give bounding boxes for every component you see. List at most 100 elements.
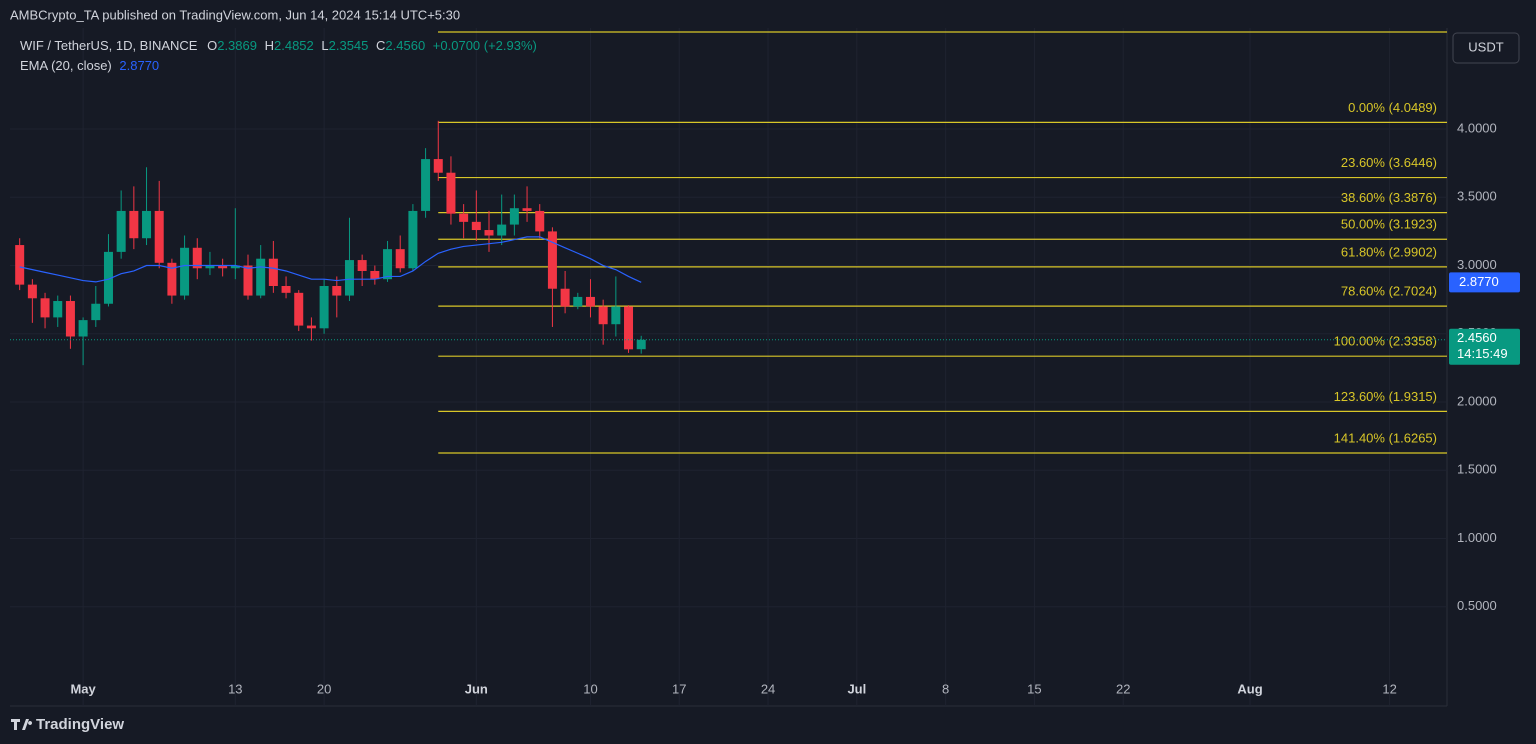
high-label: H: [265, 38, 274, 53]
candle-body: [560, 288, 570, 307]
ema-legend: EMA (20, close) 2.8770: [20, 58, 159, 73]
last-price-tag: [1449, 328, 1520, 365]
change: +0.0700 (+2.93%): [433, 38, 537, 53]
x-tick-label: 12: [1382, 681, 1396, 696]
x-tick-label: Jun: [465, 681, 488, 696]
candle-body: [585, 296, 595, 307]
y-tick-label: 1.0000: [1457, 530, 1497, 545]
candle-body: [281, 286, 291, 293]
x-tick-label: 10: [583, 681, 597, 696]
candle-body: [383, 249, 393, 280]
candle-body: [395, 249, 405, 269]
candle-body: [218, 265, 228, 269]
candle-body: [370, 270, 380, 280]
publisher: AMBCrypto_TA published on TradingView.co…: [10, 7, 460, 22]
x-tick-label: 17: [672, 681, 686, 696]
x-tick-label: 15: [1027, 681, 1041, 696]
candle-body: [446, 172, 456, 214]
candle-body: [306, 325, 316, 329]
last-price-tag-label: 2.4560: [1457, 330, 1497, 345]
candle-body: [116, 210, 126, 252]
fib-label: 38.60% (3.3876): [1341, 190, 1437, 205]
candle-body: [103, 251, 113, 304]
candle-body: [319, 286, 329, 329]
candle-body: [180, 247, 190, 296]
x-tick-label: 20: [317, 681, 331, 696]
open-label: O: [207, 38, 217, 53]
candle-body: [142, 210, 152, 239]
y-tick-label: 1.5000: [1457, 462, 1497, 477]
candle-body: [205, 265, 215, 269]
low-label: L: [321, 38, 328, 53]
candle-body: [357, 260, 367, 271]
close-value: 2.4560: [385, 38, 425, 53]
x-tick-label: May: [70, 681, 96, 696]
legend-row: WIF / TetherUS, 1D, BINANCE O2.3869 H2.4…: [20, 38, 537, 53]
candle-body: [624, 306, 634, 350]
x-tick-label: 8: [942, 681, 949, 696]
y-tick-label: 2.0000: [1457, 393, 1497, 408]
open-value: 2.3869: [217, 38, 257, 53]
candle-body: [230, 265, 240, 269]
candle-body: [167, 262, 177, 296]
plot: 0.00% (4.0489) 23.60% (3.6446) 38.60% (3.3…: [10, 100, 1447, 454]
candle-body: [522, 208, 532, 211]
symbol: WIF / TetherUS, 1D, BINANCE: [20, 38, 198, 53]
ema-price-tag-label: 2.8770: [1459, 274, 1499, 289]
candle-body: [154, 210, 164, 263]
y-tick-label: 0.5000: [1457, 598, 1497, 613]
candle-body: [484, 230, 494, 236]
candle-body: [611, 306, 621, 325]
candle-body: [421, 159, 431, 211]
fib-label: 78.60% (2.7024): [1341, 284, 1437, 299]
candle-body: [268, 258, 278, 287]
fib-label: 141.40% (1.6265): [1334, 430, 1437, 445]
candle-body: [459, 213, 469, 222]
candle-body: [497, 224, 507, 236]
candle-body: [192, 247, 202, 269]
y-tick-label: 3.5000: [1457, 189, 1497, 204]
candle-body: [433, 159, 443, 173]
fib-label: 61.80% (2.9902): [1341, 244, 1437, 259]
candle-body: [344, 260, 354, 296]
candle-body: [15, 245, 25, 285]
candle-body: [256, 258, 266, 296]
ema-line: [19, 236, 642, 283]
ema-name: EMA (20, close): [20, 58, 112, 73]
candle-body: [27, 284, 37, 299]
candle-body: [547, 231, 557, 289]
fib-label: 0.00% (4.0489): [1348, 100, 1437, 115]
candle-body: [408, 210, 418, 269]
x-tick-label: 22: [1116, 681, 1130, 696]
fib-label: 123.60% (1.9315): [1334, 389, 1437, 404]
ema-price-tag: [1449, 272, 1520, 293]
footer-logo: TradingView: [11, 716, 124, 733]
ema-value: 2.8770: [119, 58, 159, 73]
y-tick-label: 3.0000: [1457, 257, 1497, 272]
candle-body: [636, 339, 646, 350]
candle-body: [332, 286, 342, 296]
fib-label: 23.60% (3.6446): [1341, 155, 1437, 170]
x-tick-label: 24: [761, 681, 775, 696]
close-label: C: [376, 38, 385, 53]
candle-body: [243, 265, 253, 296]
candle-body: [573, 296, 583, 307]
x-tick-label: 13: [228, 681, 242, 696]
x-tick-label: Aug: [1237, 681, 1262, 696]
currency-button[interactable]: [1452, 32, 1520, 64]
countdown: 14:15:49: [1457, 346, 1508, 361]
currency[interactable]: USDT: [1468, 39, 1503, 54]
candle-body: [91, 303, 101, 321]
high-value: 2.4852: [274, 38, 314, 53]
candle-body: [40, 298, 50, 318]
low-value: 2.3545: [329, 38, 369, 53]
logo-icon: [11, 719, 33, 730]
candle-body: [471, 221, 481, 231]
footer-brand: TradingView: [36, 716, 124, 733]
candle-body: [509, 208, 519, 225]
candle-body: [294, 292, 304, 326]
candle-body: [78, 320, 88, 337]
y-tick-label: 4.0000: [1457, 120, 1497, 135]
fib-label: 50.00% (3.1923): [1341, 217, 1437, 232]
